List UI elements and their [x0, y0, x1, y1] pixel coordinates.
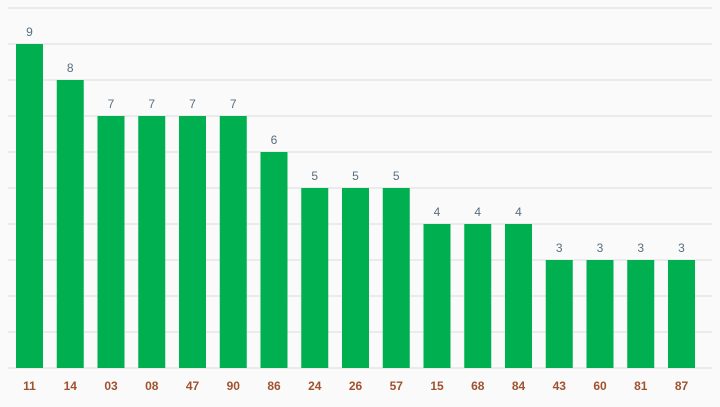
bar-24 [301, 188, 329, 368]
x-tick-label-86: 86 [267, 379, 281, 393]
bar-47 [179, 116, 206, 368]
value-label-60: 3 [597, 241, 604, 255]
bar-11 [16, 44, 43, 368]
bar-14 [56, 80, 84, 368]
x-axis-tick-labels: 11 14 03 08 47 90 86 24 26 57 15 68 84 43 60 81 87 [23, 379, 688, 393]
value-label-11: 9 [26, 25, 33, 39]
x-tick-label-81: 81 [634, 379, 648, 393]
bar-81 [627, 260, 655, 368]
x-tick-label-57: 57 [390, 379, 404, 393]
value-label-03: 7 [108, 97, 115, 111]
value-label-57: 5 [393, 169, 400, 183]
x-tick-label-26: 26 [349, 379, 363, 393]
x-tick-label-03: 03 [104, 379, 118, 393]
x-tick-label-11: 11 [23, 379, 36, 393]
bar-03 [97, 116, 125, 368]
x-tick-label-15: 15 [430, 379, 444, 393]
value-label-84: 4 [515, 205, 522, 219]
x-tick-label-43: 43 [553, 379, 567, 393]
bar-15 [423, 224, 451, 368]
value-labels: 9 8 7 7 7 7 6 5 5 5 4 4 4 3 3 3 3 [26, 25, 685, 255]
value-label-26: 5 [352, 169, 359, 183]
value-label-68: 4 [474, 205, 481, 219]
bar-87 [668, 260, 695, 368]
x-tick-label-90: 90 [227, 379, 241, 393]
bar-57 [382, 188, 410, 368]
value-label-87: 3 [678, 241, 685, 255]
value-label-81: 3 [637, 241, 644, 255]
bar-26 [342, 188, 369, 368]
bars [16, 44, 695, 368]
value-label-43: 3 [556, 241, 563, 255]
value-label-47: 7 [189, 97, 196, 111]
x-tick-label-60: 60 [593, 379, 607, 393]
bar-43 [545, 260, 573, 368]
value-label-15: 4 [434, 205, 441, 219]
bar-90 [219, 116, 247, 368]
bar-86 [260, 152, 288, 368]
x-tick-label-47: 47 [186, 379, 200, 393]
value-label-08: 7 [148, 97, 155, 111]
x-tick-label-68: 68 [471, 379, 485, 393]
value-label-86: 6 [271, 133, 278, 147]
x-tick-label-08: 08 [145, 379, 159, 393]
value-label-24: 5 [311, 169, 318, 183]
bar-68 [464, 224, 492, 368]
bar-08 [138, 116, 166, 368]
x-tick-label-24: 24 [308, 379, 322, 393]
bar-84 [505, 224, 532, 368]
bar-60 [586, 260, 614, 368]
value-label-14: 8 [67, 61, 74, 75]
value-label-90: 7 [230, 97, 237, 111]
x-tick-label-14: 14 [64, 379, 78, 393]
x-tick-label-84: 84 [512, 379, 526, 393]
x-tick-label-87: 87 [675, 379, 689, 393]
